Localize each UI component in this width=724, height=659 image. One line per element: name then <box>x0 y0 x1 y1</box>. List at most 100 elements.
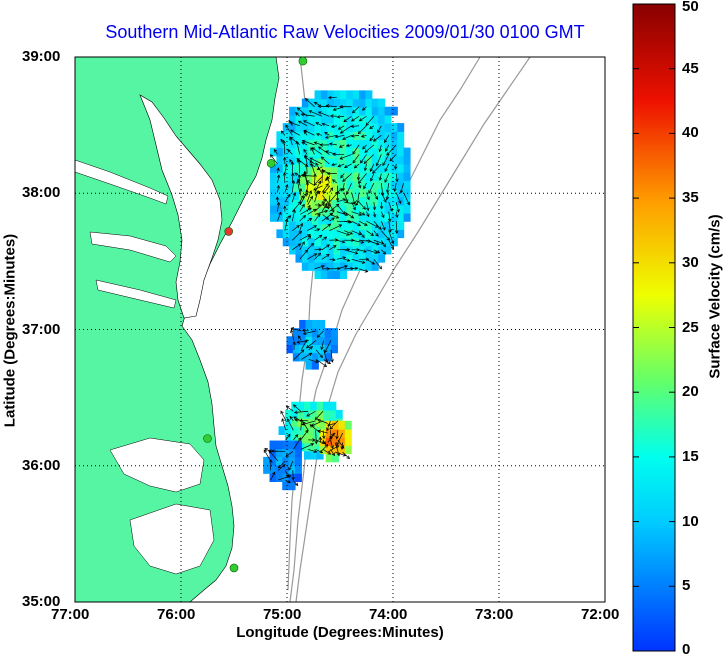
velocity-arrowhead <box>331 432 335 437</box>
velocity-cell <box>314 98 322 108</box>
velocity-vector <box>284 218 288 231</box>
velocity-vector <box>381 230 390 241</box>
velocity-arrowhead <box>263 449 267 453</box>
velocity-vector <box>337 163 345 167</box>
velocity-cell <box>397 221 405 230</box>
velocity-vector <box>358 201 366 210</box>
velocity-cell <box>282 139 290 149</box>
velocity-vector <box>330 439 334 449</box>
velocity-cell <box>333 229 341 239</box>
station-marker[interactable] <box>298 56 308 66</box>
velocity-vector <box>293 349 305 360</box>
velocity-vector <box>306 225 317 232</box>
velocity-cell <box>320 131 328 141</box>
velocity-vector <box>313 175 323 186</box>
velocity-cell <box>330 328 338 337</box>
velocity-arrowhead <box>385 189 390 194</box>
colorbar-label: Surface Velocity (cm/s) <box>706 214 724 379</box>
velocity-cell <box>295 253 303 263</box>
velocity-cell <box>325 445 333 455</box>
velocity-vector <box>322 214 329 220</box>
velocity-arrowhead <box>294 434 299 438</box>
velocity-cell <box>294 456 302 466</box>
velocity-cell <box>291 409 299 419</box>
velocity-cell <box>318 191 326 200</box>
velocity-vector <box>314 228 320 232</box>
velocity-arrowhead <box>308 110 313 114</box>
velocity-vector <box>388 211 391 222</box>
station-marker[interactable] <box>224 227 233 236</box>
velocity-arrowhead <box>291 476 295 481</box>
velocity-vector <box>376 154 382 166</box>
velocity-arrowhead <box>276 201 281 206</box>
station-marker[interactable] <box>229 563 239 573</box>
velocity-arrowhead <box>326 205 331 210</box>
velocity-arrowhead <box>331 217 335 221</box>
velocity-arrowhead <box>357 184 362 189</box>
velocity-vector <box>362 106 367 111</box>
velocity-arrowhead <box>337 266 341 271</box>
velocity-arrowhead <box>287 215 292 219</box>
velocity-arrowhead <box>303 148 307 153</box>
velocity-cell <box>292 191 300 200</box>
velocity-vector <box>373 220 382 230</box>
velocity-cell <box>325 428 333 438</box>
velocity-cell <box>340 106 347 116</box>
velocity-arrowhead <box>339 130 344 134</box>
velocity-cell <box>318 336 326 346</box>
velocity-arrowhead <box>327 422 331 427</box>
velocity-cell <box>371 114 379 124</box>
velocity-cell <box>324 352 332 362</box>
velocity-vector <box>308 346 313 351</box>
velocity-arrowhead <box>345 191 350 196</box>
velocity-cell <box>310 409 318 419</box>
velocity-cell <box>308 131 316 141</box>
velocity-vector <box>321 340 324 350</box>
station-marker[interactable] <box>266 158 276 168</box>
velocity-arrowhead <box>298 230 303 235</box>
velocity-arrowhead <box>345 199 349 203</box>
velocity-vector <box>294 419 309 422</box>
velocity-arrowhead <box>323 363 328 367</box>
velocity-cell <box>390 213 398 222</box>
velocity-arrowhead <box>296 107 301 111</box>
velocity-arrowhead <box>318 247 323 252</box>
velocity-arrowhead <box>329 187 334 191</box>
velocity-cell <box>403 213 411 222</box>
velocity-arrowhead <box>378 148 382 153</box>
velocity-arrowhead <box>390 245 394 250</box>
velocity-arrowhead <box>293 416 297 420</box>
velocity-arrowhead <box>296 225 300 229</box>
velocity-arrowhead <box>324 209 329 214</box>
station-marker[interactable] <box>203 434 212 443</box>
velocity-cell <box>294 448 302 458</box>
velocity-vector <box>329 420 339 430</box>
velocity-cell <box>333 106 341 116</box>
velocity-cell <box>397 213 405 222</box>
velocity-cell <box>324 166 332 176</box>
velocity-arrowhead <box>370 232 375 236</box>
velocity-cell <box>303 418 311 427</box>
velocity-vector <box>329 204 335 213</box>
velocity-vector <box>373 202 376 210</box>
velocity-cell <box>312 428 320 438</box>
velocity-vector <box>373 135 382 142</box>
velocity-cell <box>311 199 319 209</box>
velocity-cell <box>340 229 347 239</box>
velocity-vector <box>339 144 345 148</box>
velocity-cell <box>338 437 346 446</box>
velocity-cell <box>365 98 373 108</box>
velocity-vector <box>333 106 345 111</box>
velocity-vector <box>366 230 374 236</box>
velocity-arrowhead <box>344 264 349 269</box>
velocity-cell <box>359 123 367 132</box>
velocity-arrowhead <box>302 120 307 124</box>
velocity-arrowhead <box>300 349 305 353</box>
velocity-arrowhead <box>287 433 291 438</box>
velocity-vector <box>379 173 382 181</box>
velocity-cell <box>329 409 337 419</box>
velocity-vector <box>311 147 323 155</box>
velocity-cell <box>397 204 405 214</box>
velocity-cell <box>365 253 373 263</box>
